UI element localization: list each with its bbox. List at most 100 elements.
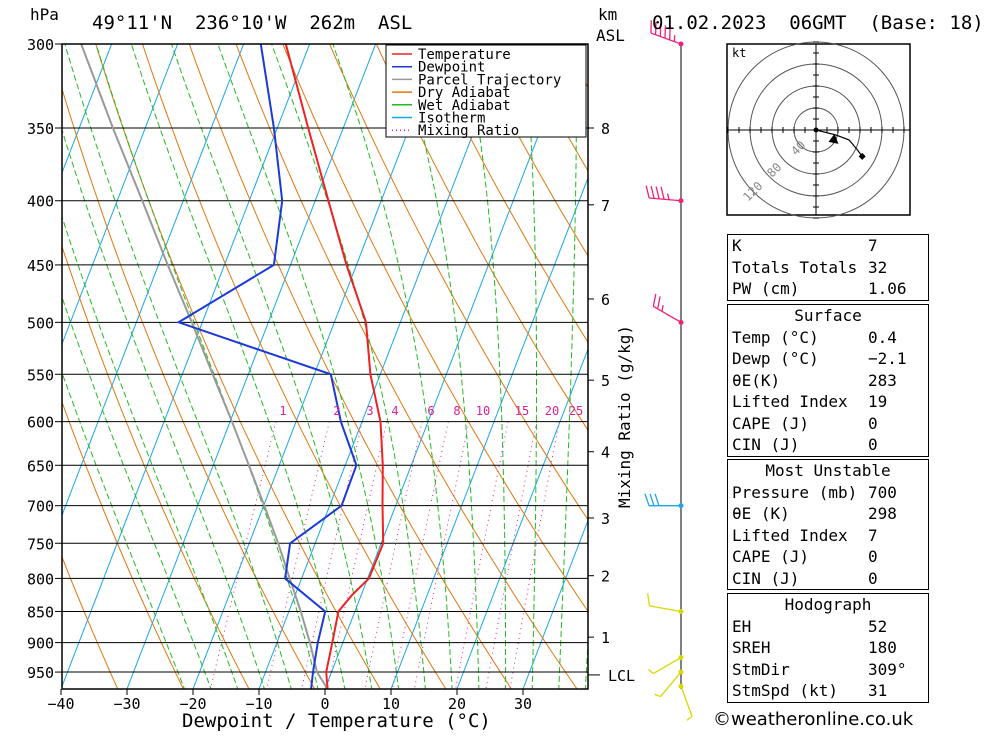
mu-pressure-label: Pressure (mb) <box>732 482 857 504</box>
x-tick-label: −30 <box>113 695 140 713</box>
surface-dewp-label: Dewp (°C) <box>732 348 819 370</box>
pressure-tick-label: 700 <box>27 498 54 516</box>
km-tick-label: 6 <box>601 291 610 309</box>
dry-adiabat-line <box>938 44 1000 689</box>
surface-table: Surface Temp (°C) 0.4 Dewp (°C) −2.1 θE(K)… <box>727 304 929 457</box>
wet-adiabat-line <box>205 6 401 700</box>
hodograph-unit: kt <box>732 46 746 60</box>
credit-link[interactable]: ©weatheronline.co.uk <box>713 709 913 730</box>
mixing-ratio-line <box>392 422 448 689</box>
wind-barb-half-flag <box>655 694 661 696</box>
km-tick-label: 5 <box>601 372 610 390</box>
dewpoint-line <box>179 44 357 689</box>
surface-cin-value: 0 <box>868 434 924 456</box>
parcel-trajectory-line <box>81 44 327 689</box>
wind-barb-half-flag <box>668 194 669 200</box>
mixing-ratio-tick: 3 <box>366 404 373 418</box>
mu-cape-value: 0 <box>868 546 924 568</box>
mixing-ratio-line <box>414 422 469 689</box>
pressure-tick-label: 300 <box>27 36 54 54</box>
surface-dewp-value: −2.1 <box>868 348 924 370</box>
mixing-ratio-tick: 15 <box>515 404 529 418</box>
totals-label: Totals Totals <box>732 257 857 279</box>
surface-theta-label: θE(K) <box>732 370 780 392</box>
wind-barb-shaft <box>649 606 681 612</box>
pressure-tick-label: 900 <box>27 635 54 653</box>
sreh-label: SREH <box>732 637 771 659</box>
pressure-tick-label: 750 <box>27 535 54 553</box>
mixing-ratio-tick: 2 <box>333 404 340 418</box>
surface-temp-label: Temp (°C) <box>732 327 819 349</box>
wet-adiabat-line <box>54 6 294 700</box>
pressure-tick-label: 500 <box>27 314 54 332</box>
hodograph-origin <box>814 128 819 133</box>
stmdir-label: StmDir <box>732 659 790 681</box>
surface-title: Surface <box>728 305 928 327</box>
wind-barb-shaft <box>681 686 692 716</box>
pw-label: PW (cm) <box>732 278 799 300</box>
wet-adiabat-line <box>0 6 189 700</box>
plot-frame <box>62 44 588 689</box>
wind-barb-flag <box>646 186 649 198</box>
km-tick-label: 1 <box>601 629 610 647</box>
isotherm-line <box>0 0 18 689</box>
wind-barb-flag <box>651 186 654 198</box>
surface-cape-value: 0 <box>868 413 924 435</box>
most-unstable-title: Most Unstable <box>728 460 928 482</box>
surface-cape-label: CAPE (J) <box>732 413 809 435</box>
x-tick-label: −40 <box>47 695 74 713</box>
mixing-ratio-tick: 8 <box>453 404 460 418</box>
eh-value: 52 <box>868 616 924 638</box>
wind-barb-flag <box>648 593 650 606</box>
lcl-label: LCL <box>608 667 635 685</box>
totals-value: 32 <box>868 257 924 279</box>
dry-adiabat-line <box>0 44 118 689</box>
mixing-ratio-tick: 1 <box>279 404 286 418</box>
mixing-ratio-line <box>456 422 508 689</box>
wind-barb-half-flag <box>649 669 654 673</box>
surface-temp-value: 0.4 <box>868 327 924 349</box>
pw-value: 1.06 <box>868 278 924 300</box>
stmspd-label: StmSpd (kt) <box>732 680 838 702</box>
km-tick-label: 3 <box>601 510 610 528</box>
asl-unit: ASL <box>596 26 625 45</box>
location-title: 49°11'N 236°10'W 262m ASL <box>92 12 412 34</box>
mu-pressure-value: 700 <box>868 482 924 504</box>
k-index-label: K <box>732 235 742 257</box>
surface-cin-label: CIN (J) <box>732 434 799 456</box>
datetime-title: 01.02.2023 06GMT (Base: 18) <box>652 12 984 34</box>
mixing-ratio-tick: 25 <box>569 404 583 418</box>
mixing-ratio-tick: 10 <box>476 404 490 418</box>
wind-barb-shaft <box>660 672 681 697</box>
mu-li-label: Lifted Index <box>732 525 848 547</box>
k-index-value: 7 <box>868 235 924 257</box>
wind-barb-half-flag <box>687 716 692 720</box>
pressure-tick-label: 650 <box>27 457 54 475</box>
wet-adiabat-line <box>119 6 347 700</box>
eh-label: EH <box>732 616 751 638</box>
mu-li-value: 7 <box>868 525 924 547</box>
mixing-ratio-line <box>210 422 276 689</box>
indices-table: K 7 Totals Totals 32 PW (cm) 1.06 <box>727 234 929 301</box>
mixing-ratio-tick: 20 <box>545 404 559 418</box>
pressure-tick-label: 800 <box>27 570 54 588</box>
km-tick-label: 2 <box>601 568 610 586</box>
pressure-tick-label: 600 <box>27 414 54 432</box>
surface-li-value: 19 <box>868 391 924 413</box>
surface-theta-value: 283 <box>868 370 924 392</box>
wind-barb-flag <box>656 187 659 199</box>
mixing-ratio-axis-label: Mixing Ratio (g/kg) <box>615 325 634 508</box>
pressure-unit: hPa <box>30 5 59 24</box>
dry-adiabat-line <box>330 44 709 689</box>
pressure-tick-label: 450 <box>27 257 54 275</box>
pressure-tick-label: 350 <box>27 120 54 138</box>
km-unit: km <box>598 5 617 24</box>
wind-barb-flag <box>653 294 656 306</box>
hodograph-title: Hodograph <box>728 594 928 616</box>
dry-adiabat-line <box>236 44 577 689</box>
mixing-ratio-tick: 6 <box>427 404 434 418</box>
wind-barb-flag <box>650 494 654 506</box>
pressure-tick-label: 550 <box>27 366 54 384</box>
mu-cin-label: CIN (J) <box>732 568 799 590</box>
